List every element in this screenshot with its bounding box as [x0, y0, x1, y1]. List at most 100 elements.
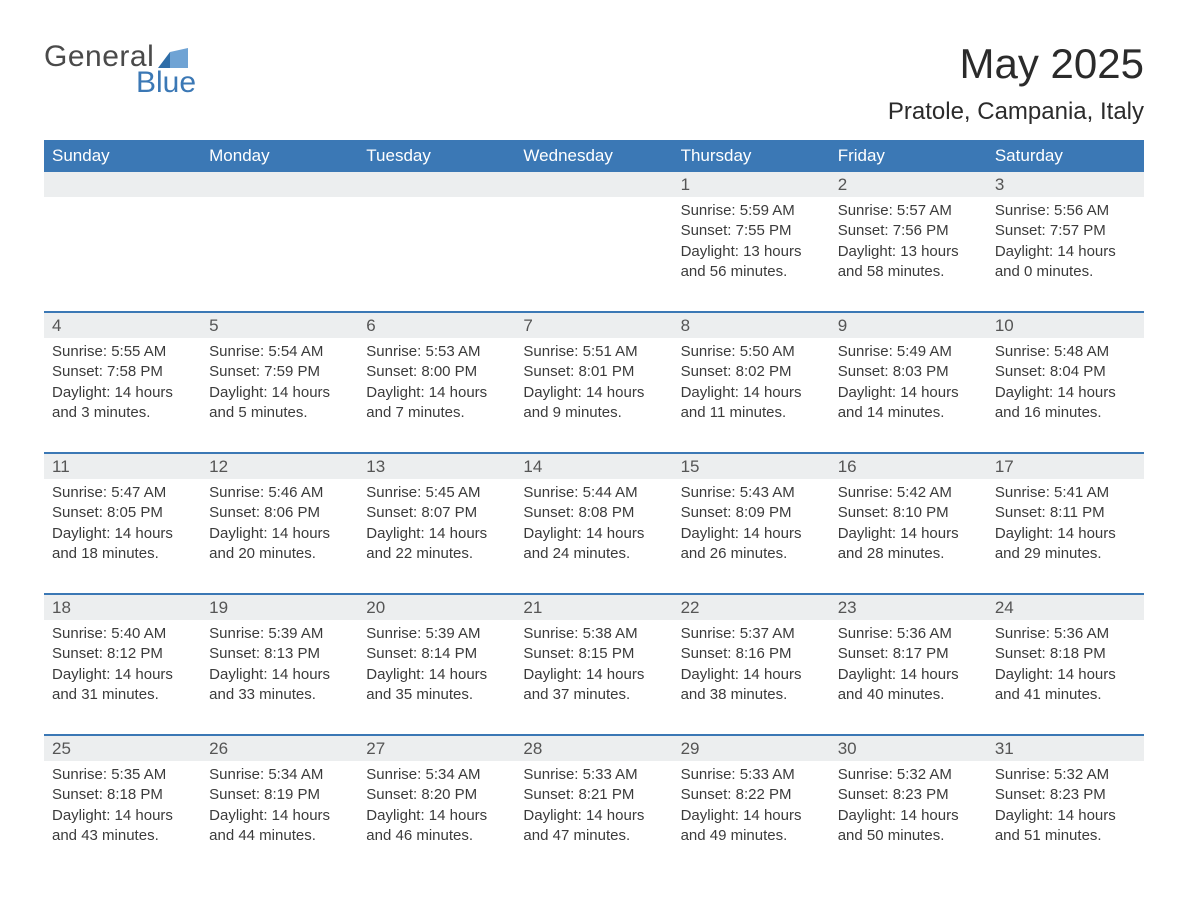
day-number: 16 — [830, 454, 987, 479]
day-number: 19 — [201, 595, 358, 620]
daylight-value-line2: and 9 minutes. — [523, 403, 664, 423]
sunset-value: Sunset: 8:13 PM — [209, 644, 350, 664]
day-cell — [358, 197, 515, 297]
sunset-value: Sunset: 8:08 PM — [523, 503, 664, 523]
sunrise-value: Sunrise: 5:45 AM — [366, 483, 507, 503]
daylight-value-line2: and 51 minutes. — [995, 826, 1136, 846]
location-label: Pratole, Campania, Italy — [888, 98, 1144, 126]
daylight-value-line2: and 11 minutes. — [681, 403, 822, 423]
sunset-value: Sunset: 8:21 PM — [523, 785, 664, 805]
daylight-value-line2: and 29 minutes. — [995, 544, 1136, 564]
daylight-value-line1: Daylight: 14 hours — [366, 383, 507, 403]
daylight-value-line1: Daylight: 14 hours — [52, 665, 193, 685]
logo: General Blue — [44, 40, 196, 100]
day-number: 8 — [673, 313, 830, 338]
sunset-value: Sunset: 8:23 PM — [995, 785, 1136, 805]
daylight-value-line2: and 35 minutes. — [366, 685, 507, 705]
sunrise-value: Sunrise: 5:44 AM — [523, 483, 664, 503]
day-cell: Sunrise: 5:33 AMSunset: 8:22 PMDaylight:… — [673, 761, 830, 861]
day-cell: Sunrise: 5:47 AMSunset: 8:05 PMDaylight:… — [44, 479, 201, 579]
daylight-value-line1: Daylight: 14 hours — [995, 242, 1136, 262]
day-cell: Sunrise: 5:43 AMSunset: 8:09 PMDaylight:… — [673, 479, 830, 579]
day-cell: Sunrise: 5:32 AMSunset: 8:23 PMDaylight:… — [830, 761, 987, 861]
sunset-value: Sunset: 8:17 PM — [838, 644, 979, 664]
daylight-value-line2: and 47 minutes. — [523, 826, 664, 846]
sunset-value: Sunset: 8:15 PM — [523, 644, 664, 664]
daylight-value-line2: and 58 minutes. — [838, 262, 979, 282]
sunset-value: Sunset: 8:00 PM — [366, 362, 507, 382]
sunset-value: Sunset: 7:58 PM — [52, 362, 193, 382]
day-number — [358, 172, 515, 197]
daylight-value-line1: Daylight: 14 hours — [209, 524, 350, 544]
day-number: 14 — [515, 454, 672, 479]
day-number: 13 — [358, 454, 515, 479]
sunrise-value: Sunrise: 5:32 AM — [838, 765, 979, 785]
daylight-value-line2: and 28 minutes. — [838, 544, 979, 564]
sunrise-value: Sunrise: 5:49 AM — [838, 342, 979, 362]
sunrise-value: Sunrise: 5:37 AM — [681, 624, 822, 644]
daylight-value-line2: and 3 minutes. — [52, 403, 193, 423]
sunrise-value: Sunrise: 5:32 AM — [995, 765, 1136, 785]
day-number: 23 — [830, 595, 987, 620]
day-cell: Sunrise: 5:41 AMSunset: 8:11 PMDaylight:… — [987, 479, 1144, 579]
day-number: 20 — [358, 595, 515, 620]
daylight-value-line2: and 46 minutes. — [366, 826, 507, 846]
sunrise-value: Sunrise: 5:50 AM — [681, 342, 822, 362]
weekday-sat: Saturday — [987, 140, 1144, 172]
sunset-value: Sunset: 7:57 PM — [995, 221, 1136, 241]
sunrise-value: Sunrise: 5:43 AM — [681, 483, 822, 503]
daylight-value-line1: Daylight: 14 hours — [838, 524, 979, 544]
sunset-value: Sunset: 8:14 PM — [366, 644, 507, 664]
day-number-row: 45678910 — [44, 313, 1144, 338]
day-cell: Sunrise: 5:36 AMSunset: 8:17 PMDaylight:… — [830, 620, 987, 720]
day-body-row: Sunrise: 5:40 AMSunset: 8:12 PMDaylight:… — [44, 620, 1144, 720]
day-number: 28 — [515, 736, 672, 761]
day-cell: Sunrise: 5:59 AMSunset: 7:55 PMDaylight:… — [673, 197, 830, 297]
daylight-value-line1: Daylight: 14 hours — [995, 665, 1136, 685]
daylight-value-line1: Daylight: 14 hours — [681, 665, 822, 685]
sunset-value: Sunset: 8:18 PM — [995, 644, 1136, 664]
sunset-value: Sunset: 8:02 PM — [681, 362, 822, 382]
day-body-row: Sunrise: 5:35 AMSunset: 8:18 PMDaylight:… — [44, 761, 1144, 861]
sunset-value: Sunset: 8:05 PM — [52, 503, 193, 523]
weekday-header-row: Sunday Monday Tuesday Wednesday Thursday… — [44, 140, 1144, 172]
calendar-week: 25262728293031Sunrise: 5:35 AMSunset: 8:… — [44, 734, 1144, 861]
daylight-value-line2: and 38 minutes. — [681, 685, 822, 705]
day-number: 3 — [987, 172, 1144, 197]
day-number: 31 — [987, 736, 1144, 761]
day-number: 2 — [830, 172, 987, 197]
daylight-value-line2: and 5 minutes. — [209, 403, 350, 423]
day-number: 9 — [830, 313, 987, 338]
sunrise-value: Sunrise: 5:53 AM — [366, 342, 507, 362]
daylight-value-line2: and 20 minutes. — [209, 544, 350, 564]
day-number: 21 — [515, 595, 672, 620]
daylight-value-line1: Daylight: 14 hours — [523, 524, 664, 544]
sunset-value: Sunset: 8:01 PM — [523, 362, 664, 382]
sunrise-value: Sunrise: 5:40 AM — [52, 624, 193, 644]
day-number: 15 — [673, 454, 830, 479]
day-number: 25 — [44, 736, 201, 761]
weekday-tue: Tuesday — [358, 140, 515, 172]
sunrise-value: Sunrise: 5:42 AM — [838, 483, 979, 503]
sunset-value: Sunset: 8:22 PM — [681, 785, 822, 805]
weeks-container: 123Sunrise: 5:59 AMSunset: 7:55 PMDaylig… — [44, 172, 1144, 861]
title-block: May 2025 Pratole, Campania, Italy — [888, 40, 1144, 126]
day-number — [44, 172, 201, 197]
day-cell — [515, 197, 672, 297]
daylight-value-line2: and 49 minutes. — [681, 826, 822, 846]
sunrise-value: Sunrise: 5:46 AM — [209, 483, 350, 503]
sunrise-value: Sunrise: 5:51 AM — [523, 342, 664, 362]
sunrise-value: Sunrise: 5:54 AM — [209, 342, 350, 362]
daylight-value-line1: Daylight: 14 hours — [209, 665, 350, 685]
daylight-value-line2: and 44 minutes. — [209, 826, 350, 846]
day-number: 11 — [44, 454, 201, 479]
day-cell: Sunrise: 5:40 AMSunset: 8:12 PMDaylight:… — [44, 620, 201, 720]
sunrise-value: Sunrise: 5:39 AM — [366, 624, 507, 644]
day-body-row: Sunrise: 5:59 AMSunset: 7:55 PMDaylight:… — [44, 197, 1144, 297]
calendar-week: 18192021222324Sunrise: 5:40 AMSunset: 8:… — [44, 593, 1144, 720]
sunset-value: Sunset: 8:11 PM — [995, 503, 1136, 523]
day-number: 26 — [201, 736, 358, 761]
sunset-value: Sunset: 8:19 PM — [209, 785, 350, 805]
day-number: 4 — [44, 313, 201, 338]
day-number-row: 25262728293031 — [44, 736, 1144, 761]
